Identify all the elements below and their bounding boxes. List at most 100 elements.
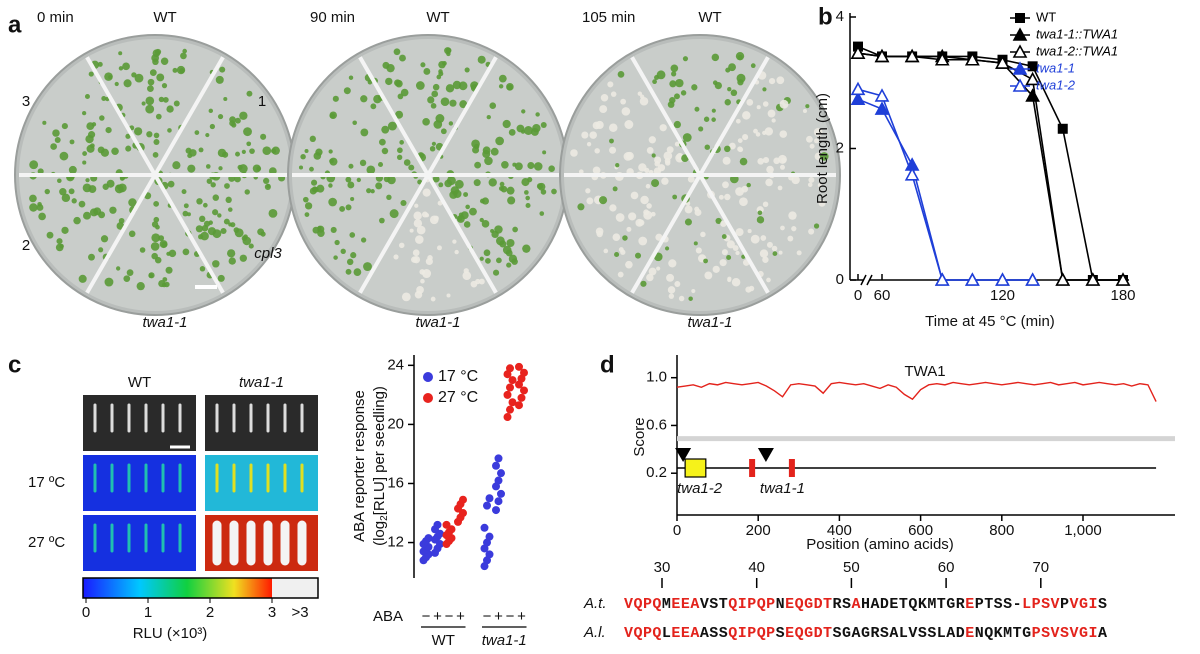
seedling — [332, 95, 339, 102]
sequence-segment: N — [776, 596, 785, 613]
seedling — [750, 234, 760, 244]
seedling — [199, 266, 206, 272]
seedling — [617, 271, 624, 278]
seedling — [500, 185, 508, 193]
seedling — [173, 100, 180, 107]
seedling — [739, 157, 748, 166]
seedling — [624, 120, 634, 129]
seedling — [620, 98, 627, 105]
seedling — [687, 175, 695, 183]
seedling — [721, 234, 727, 239]
seedling — [722, 156, 731, 165]
marker — [965, 52, 980, 66]
seedling — [436, 74, 442, 80]
seedling — [176, 65, 186, 75]
seedling — [217, 213, 222, 218]
seedling — [630, 191, 639, 200]
seedling — [674, 281, 681, 287]
seedling — [440, 97, 450, 106]
seedling — [234, 175, 241, 183]
seedling — [343, 87, 351, 95]
seedling — [243, 127, 252, 137]
seedling — [328, 183, 333, 188]
seedling — [78, 274, 87, 283]
seedling — [506, 262, 512, 268]
data-point — [497, 489, 505, 498]
seedling — [353, 268, 362, 277]
sequence-segment: EEA — [671, 625, 699, 642]
seedling — [577, 203, 585, 211]
seedling — [429, 146, 436, 152]
seedling — [595, 227, 604, 236]
seedling — [381, 147, 389, 155]
seedling — [196, 198, 203, 205]
seedling — [356, 177, 361, 183]
seedling — [453, 189, 462, 198]
seedling — [78, 200, 86, 208]
seedling — [767, 109, 776, 118]
seedling — [607, 81, 614, 88]
data-point — [515, 401, 523, 410]
seedling — [207, 227, 217, 236]
seedling — [700, 231, 706, 238]
seedling — [780, 225, 785, 231]
seedling — [194, 130, 200, 135]
seedling — [452, 80, 462, 90]
seedling — [651, 153, 656, 158]
seedling — [432, 83, 440, 91]
seedling — [400, 199, 407, 207]
genotype-label: 1 — [258, 93, 266, 110]
seedling — [118, 51, 123, 56]
seedling-image — [205, 395, 318, 451]
seedling — [779, 164, 785, 170]
sequence-segment: S — [1098, 596, 1107, 613]
seedling — [444, 179, 453, 188]
data-point — [494, 454, 503, 463]
y-tick-label: 24 — [387, 356, 404, 373]
seedling — [55, 243, 64, 252]
seedling — [134, 73, 144, 83]
seedling — [778, 250, 783, 255]
seedling — [724, 99, 731, 106]
seedling — [771, 118, 776, 123]
seedling — [626, 226, 632, 232]
y-tick-label: 2 — [836, 139, 844, 156]
seedling — [126, 269, 134, 276]
seedling — [817, 183, 822, 188]
sequence-segment: RS — [833, 596, 851, 613]
seedling — [609, 138, 614, 144]
seedling — [260, 133, 267, 140]
seedling — [158, 279, 166, 288]
seedling — [625, 151, 634, 161]
seedling — [440, 128, 447, 135]
seedling — [635, 218, 644, 227]
seedling — [438, 182, 444, 188]
seedling — [309, 166, 314, 172]
seedling — [533, 162, 543, 171]
seedling — [212, 209, 219, 216]
mutation-label: twa1-1 — [760, 480, 805, 497]
marker — [1055, 272, 1071, 286]
data-point — [515, 362, 523, 371]
data-point — [494, 497, 503, 506]
seedling — [83, 211, 91, 220]
data-point — [480, 523, 489, 532]
seedling — [714, 81, 722, 90]
sequence-segment: L — [662, 625, 671, 642]
seedling — [152, 49, 161, 57]
seedling — [89, 208, 99, 217]
species-label: A.l. — [583, 624, 606, 641]
seedling — [198, 234, 204, 240]
seedling — [165, 266, 173, 274]
seedling — [742, 111, 751, 120]
seedling — [333, 255, 338, 260]
y-axis-label: ABA reporter response — [351, 390, 368, 542]
mutation-arrow — [675, 448, 692, 462]
seedling — [182, 48, 187, 54]
seedling — [235, 151, 240, 157]
seedling — [156, 73, 165, 82]
seedling — [694, 106, 700, 112]
seedling — [82, 160, 87, 165]
